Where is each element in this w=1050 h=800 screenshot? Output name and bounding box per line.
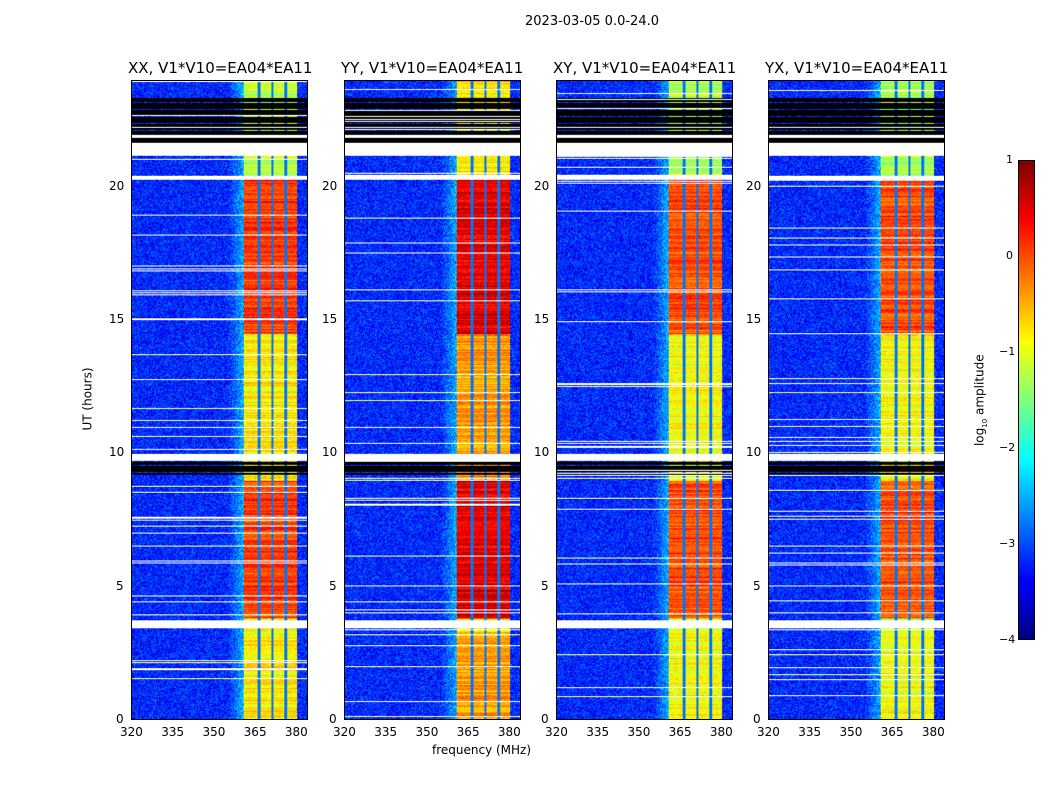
- heatmap-panel-2: [556, 80, 733, 720]
- colorbar-tick-label: −2: [999, 441, 1016, 454]
- y-tick-label: 15: [322, 312, 338, 326]
- y-tick-label: 20: [322, 178, 338, 193]
- x-tick-label: 365: [243, 725, 267, 739]
- y-tick-label: 0: [541, 712, 549, 726]
- panel-title: YX, V1*V10=EA04*EA11: [765, 59, 949, 77]
- x-tick-label: 320: [545, 725, 568, 739]
- x-tick-label: 350: [415, 725, 439, 739]
- y-tick-label: 15: [109, 312, 125, 326]
- heatmap-panel-0: [131, 80, 308, 720]
- panel-title: XX, V1*V10=EA04*EA11: [128, 59, 313, 77]
- x-tick-label: 380: [497, 725, 521, 739]
- y-tick-label: 10: [322, 445, 338, 460]
- x-tick-label: 365: [456, 725, 480, 739]
- y-tick-label: 20: [746, 178, 762, 193]
- heatmap-panel-1: [344, 80, 521, 720]
- y-tick-label: 0: [116, 712, 124, 726]
- x-tick-label: 320: [333, 725, 356, 739]
- x-tick-label: 350: [202, 725, 226, 739]
- y-tick-label: 5: [329, 578, 337, 593]
- colorbar-label-rest: amplitude: [972, 354, 987, 419]
- colorbar-tick-label: −3: [999, 537, 1016, 550]
- colorbar-tick-label: −4: [999, 633, 1016, 646]
- colorbar-tick-label: −1: [999, 345, 1016, 358]
- x-axis-label: frequency (MHz): [432, 743, 532, 757]
- colorbar-tick-label: 1: [1006, 153, 1013, 166]
- panel-title: XY, V1*V10=EA04*EA11: [553, 59, 737, 77]
- x-tick-label: 335: [586, 725, 610, 739]
- x-tick-label: 350: [839, 725, 863, 739]
- y-tick-label: 20: [534, 178, 550, 193]
- colorbar-label-log: log: [972, 427, 987, 447]
- colorbar-label: log10 amplitude: [973, 354, 989, 446]
- x-tick-label: 350: [627, 725, 651, 739]
- y-tick-label: 10: [534, 445, 550, 460]
- y-tick-label: 10: [109, 445, 125, 460]
- x-tick-label: 365: [668, 725, 692, 739]
- x-tick-label: 365: [880, 725, 904, 739]
- y-axis-label: UT (hours): [80, 367, 95, 431]
- colorbar-label-sub: 10: [981, 418, 990, 428]
- y-tick-label: 15: [746, 312, 762, 326]
- x-tick-label: 380: [709, 725, 733, 739]
- colorbar: [1018, 160, 1035, 640]
- x-tick-label: 380: [921, 725, 945, 739]
- colorbar-tick-label: 0: [1006, 249, 1013, 262]
- x-tick-label: 335: [161, 725, 185, 739]
- y-tick-label: 5: [753, 578, 761, 593]
- x-tick-label: 335: [374, 725, 398, 739]
- panel-title: YY, V1*V10=EA04*EA11: [341, 59, 524, 77]
- figure-title: 2023-03-05 0.0-24.0: [525, 14, 659, 29]
- y-tick-label: 5: [541, 578, 549, 593]
- y-tick-label: 10: [746, 445, 762, 460]
- x-tick-label: 320: [757, 725, 780, 739]
- heatmap-panel-3: [768, 80, 945, 720]
- y-tick-label: 0: [753, 712, 761, 726]
- y-tick-label: 5: [116, 578, 124, 593]
- x-tick-label: 320: [120, 725, 143, 739]
- y-tick-label: 15: [534, 312, 550, 326]
- x-tick-label: 335: [798, 725, 822, 739]
- y-tick-label: 20: [109, 178, 125, 193]
- x-tick-label: 380: [284, 725, 308, 739]
- y-tick-label: 0: [329, 712, 337, 726]
